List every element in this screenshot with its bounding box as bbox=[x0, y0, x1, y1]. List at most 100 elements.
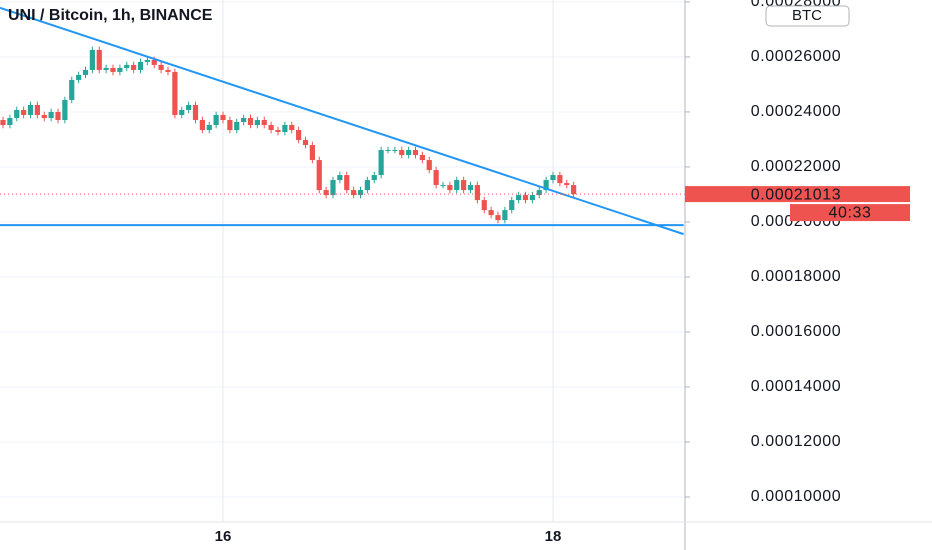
candle-body bbox=[488, 210, 494, 216]
candle-body bbox=[254, 119, 260, 125]
candle-body bbox=[543, 180, 549, 191]
plot bbox=[0, 6, 685, 236]
candle-body bbox=[137, 61, 144, 70]
y-tick-label: 0.00010000 bbox=[751, 488, 842, 505]
candle-body bbox=[557, 175, 563, 184]
candle-body bbox=[316, 160, 322, 191]
candle-body bbox=[289, 124, 295, 131]
candle-body bbox=[0, 119, 6, 125]
candle-body bbox=[364, 180, 370, 191]
axes: 0.00010000 0.00012000 0.00014000 0.00016000… bbox=[215, 0, 910, 545]
candle-body bbox=[378, 150, 384, 176]
candle-body bbox=[213, 114, 219, 125]
chart-title: UNI / Bitcoin, 1h, BINANCE bbox=[8, 7, 213, 24]
y-tick-label: 0.00028000 bbox=[751, 0, 842, 10]
candle-body bbox=[571, 185, 577, 195]
candle-body bbox=[76, 74, 82, 80]
candle-body bbox=[158, 64, 164, 70]
candle-body bbox=[337, 175, 343, 181]
currency-label[interactable]: BTC bbox=[792, 7, 822, 24]
candle-body bbox=[27, 104, 34, 115]
candle-body bbox=[440, 185, 446, 187]
candle-body bbox=[516, 195, 522, 201]
candle-body bbox=[96, 49, 102, 70]
candle-body bbox=[7, 117, 13, 125]
candle-body bbox=[82, 69, 89, 75]
candle-body bbox=[323, 190, 329, 196]
last-price-label: 0.00021013 bbox=[751, 186, 842, 203]
y-tick-label: 0.00022000 bbox=[751, 158, 842, 175]
candle-body bbox=[48, 111, 54, 118]
candle-body bbox=[151, 59, 157, 65]
candle-body bbox=[509, 200, 515, 211]
candle-body bbox=[461, 180, 467, 191]
y-tick-label: 0.00012000 bbox=[751, 433, 842, 450]
y-tick-label: 0.00014000 bbox=[751, 378, 842, 395]
candle-body bbox=[522, 195, 529, 201]
candle-body bbox=[564, 183, 570, 186]
candle-body bbox=[220, 114, 226, 120]
candle-body bbox=[529, 195, 535, 201]
candle-body bbox=[433, 170, 439, 186]
grid bbox=[0, 0, 685, 522]
candle-body bbox=[392, 150, 398, 152]
candle-body bbox=[268, 124, 274, 131]
candle-body bbox=[385, 150, 391, 152]
candle-body bbox=[234, 122, 240, 131]
candle-body bbox=[371, 175, 377, 181]
last-price-tag bbox=[685, 186, 910, 203]
candle-body bbox=[206, 124, 212, 131]
candle-body bbox=[144, 59, 150, 62]
candle-body bbox=[103, 67, 109, 70]
candle-body bbox=[227, 119, 233, 131]
candle-body bbox=[165, 69, 171, 72]
candle-body bbox=[447, 185, 453, 191]
candle-body bbox=[467, 185, 474, 191]
countdown-label: 40:33 bbox=[828, 204, 871, 221]
countdown-tag bbox=[790, 204, 910, 222]
candle-body bbox=[282, 124, 288, 133]
candle-body bbox=[179, 109, 185, 115]
candle-body bbox=[536, 190, 542, 196]
candle-body bbox=[495, 215, 501, 221]
candle-body bbox=[261, 119, 267, 125]
candle-body bbox=[62, 99, 68, 120]
candle-body bbox=[406, 150, 412, 156]
candle-body bbox=[117, 67, 123, 72]
candle-body bbox=[419, 155, 425, 161]
candle-body bbox=[110, 67, 116, 72]
candle-body bbox=[124, 64, 130, 68]
candle-body bbox=[14, 109, 20, 118]
currency-box[interactable] bbox=[765, 5, 850, 27]
candle-body bbox=[481, 200, 487, 211]
candle-body bbox=[199, 119, 205, 131]
candle-body bbox=[89, 49, 95, 70]
y-tick-label: 0.00024000 bbox=[751, 103, 842, 120]
candle-body bbox=[275, 130, 281, 133]
candle-body bbox=[34, 104, 40, 115]
candle-body bbox=[426, 160, 432, 171]
y-tick-label: 0.00016000 bbox=[751, 323, 842, 340]
candle-body bbox=[172, 71, 178, 115]
candle-body bbox=[399, 150, 405, 156]
candle-body bbox=[502, 210, 508, 221]
y-tick-label: 0.00026000 bbox=[751, 48, 842, 65]
trend-line bbox=[0, 6, 684, 236]
candle-body bbox=[474, 185, 480, 201]
candle-body bbox=[69, 79, 75, 100]
candle-body bbox=[41, 114, 47, 118]
candle-body bbox=[344, 175, 350, 191]
candle-body bbox=[302, 140, 309, 146]
candle-body bbox=[351, 190, 357, 196]
candle-body bbox=[412, 150, 419, 156]
candle-body bbox=[550, 175, 556, 181]
candle-body bbox=[357, 190, 364, 196]
candle-body bbox=[21, 109, 27, 115]
candle-body bbox=[454, 180, 460, 191]
candle-body bbox=[309, 145, 315, 161]
y-tick-label: 0.00018000 bbox=[751, 268, 842, 285]
candle-body bbox=[241, 117, 247, 123]
candle-body bbox=[330, 180, 336, 196]
candle-body bbox=[247, 117, 254, 125]
